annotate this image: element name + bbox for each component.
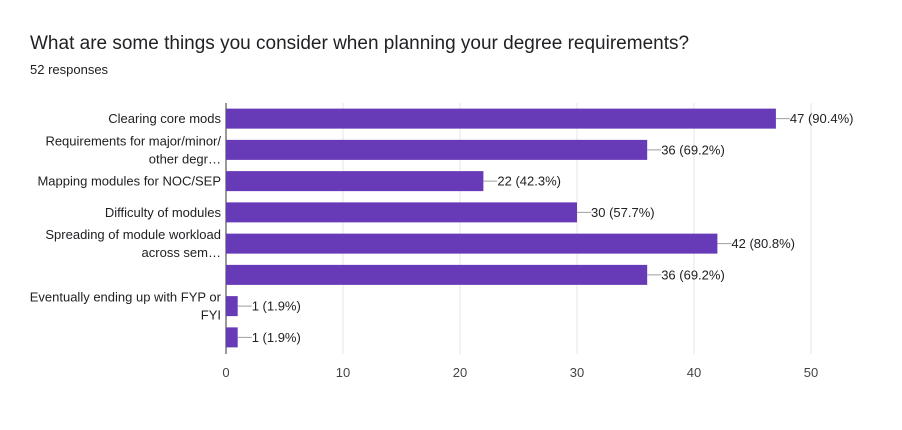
x-tick-label: 30	[570, 365, 584, 380]
value-label: 1 (1.9%)	[252, 299, 301, 314]
value-label: 42 (80.8%)	[731, 236, 795, 251]
bar	[226, 233, 718, 254]
value-label: 1 (1.9%)	[252, 330, 301, 345]
x-axis-ticks: 0 10 20 30 40 50	[222, 365, 818, 380]
bar	[226, 264, 648, 285]
value-label: 47 (90.4%)	[790, 111, 854, 126]
x-tick-label: 10	[336, 365, 350, 380]
bars	[226, 108, 776, 348]
category-label: other degr…	[149, 151, 221, 166]
category-labels: Clearing core mods Requirements for major…	[30, 111, 222, 323]
value-label: 36 (69.2%)	[661, 142, 725, 157]
value-label: 22 (42.3%)	[497, 174, 561, 189]
category-label: Spreading of module workload	[45, 227, 221, 242]
category-label: Clearing core mods	[108, 111, 221, 126]
category-label: Mapping modules for NOC/SEP	[37, 174, 221, 189]
bar	[226, 108, 776, 129]
category-label: FYI	[201, 308, 221, 323]
x-tick-label: 0	[222, 365, 229, 380]
value-labels: 47 (90.4%) 36 (69.2%) 22 (42.3%) 30 (57.7%)…	[237, 111, 854, 345]
value-label: 30 (57.7%)	[591, 205, 655, 220]
value-label: 36 (69.2%)	[661, 267, 725, 282]
x-tick-label: 50	[804, 365, 818, 380]
bar	[226, 327, 238, 348]
category-label: Difficulty of modules	[105, 205, 222, 220]
bar	[226, 171, 484, 192]
bar	[226, 139, 648, 160]
chart-title: What are some things you consider when p…	[30, 33, 690, 54]
category-label: Eventually ending up with FYP or	[30, 290, 222, 305]
category-label: across sem…	[142, 245, 221, 260]
response-count: 52 responses	[30, 62, 109, 77]
category-label: Requirements for major/minor/	[45, 133, 221, 148]
x-tick-label: 40	[687, 365, 701, 380]
bar	[226, 202, 577, 223]
bar	[226, 296, 238, 317]
x-tick-label: 20	[453, 365, 467, 380]
